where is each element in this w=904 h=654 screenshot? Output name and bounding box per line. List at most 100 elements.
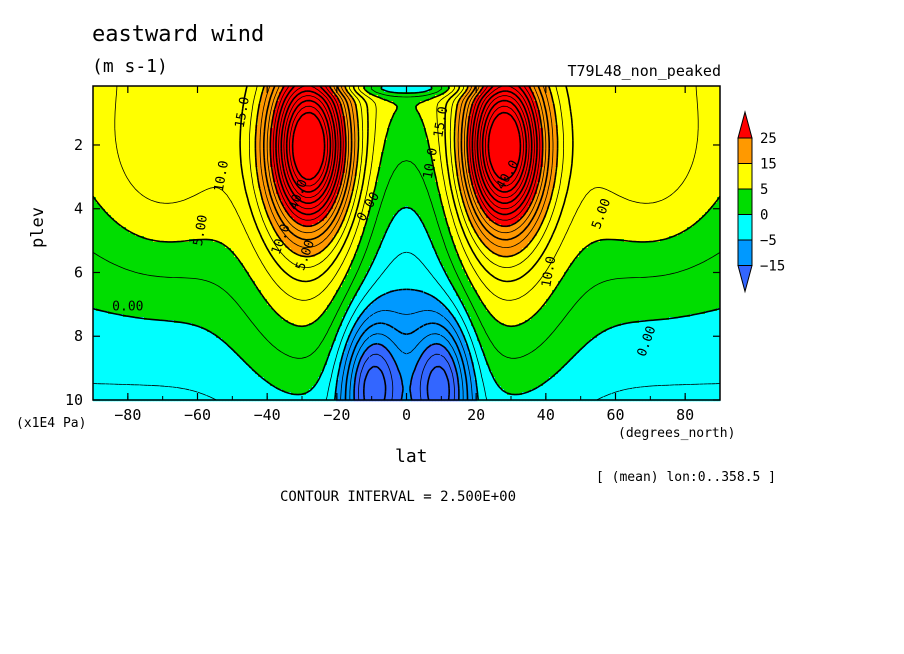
- field-cell: [177, 98, 181, 102]
- field-cell: [159, 305, 163, 309]
- field-cell: [147, 257, 151, 261]
- field-cell: [138, 164, 142, 168]
- field-cell: [147, 335, 151, 339]
- field-cell: [105, 341, 109, 345]
- field-cell: [132, 272, 136, 276]
- field-cell: [96, 374, 100, 378]
- field-cell: [168, 176, 172, 180]
- field-cell: [165, 179, 169, 183]
- field-cell: [159, 164, 163, 168]
- field-cell: [198, 266, 202, 270]
- field-cell: [201, 290, 205, 294]
- field-cell: [219, 251, 223, 255]
- field-cell: [138, 308, 142, 312]
- field-cell: [102, 305, 106, 309]
- field-cell: [186, 230, 190, 234]
- field-cell: [150, 203, 154, 207]
- field-cell: [117, 332, 121, 336]
- field-cell: [102, 383, 106, 387]
- field-cell: [222, 350, 226, 354]
- field-cell: [135, 332, 139, 336]
- field-cell: [159, 311, 163, 315]
- field-cell: [108, 227, 112, 231]
- field-cell: [213, 110, 217, 114]
- field-cell: [147, 332, 151, 336]
- field-cell: [198, 197, 202, 201]
- field-cell: [201, 245, 205, 249]
- field-cell: [195, 341, 199, 345]
- field-cell: [147, 314, 151, 318]
- field-cell: [126, 272, 130, 276]
- field-cell: [174, 149, 178, 153]
- field-cell: [171, 140, 175, 144]
- field-cell: [210, 296, 214, 300]
- field-cell: [222, 377, 226, 381]
- field-cell: [93, 377, 97, 381]
- field-cell: [102, 272, 106, 276]
- field-cell: [114, 227, 118, 231]
- field-cell: [183, 122, 187, 126]
- field-cell: [195, 152, 199, 156]
- field-cell: [159, 251, 163, 255]
- field-cell: [96, 365, 100, 369]
- field-cell: [165, 227, 169, 231]
- field-cell: [192, 101, 196, 105]
- field-cell: [99, 254, 103, 258]
- field-cell: [225, 143, 229, 147]
- field-cell: [168, 374, 172, 378]
- field-cell: [96, 107, 100, 111]
- field-cell: [195, 368, 199, 372]
- field-cell: [120, 374, 124, 378]
- field-cell: [102, 308, 106, 312]
- field-cell: [222, 263, 226, 267]
- field-cell: [192, 212, 196, 216]
- field-cell: [126, 332, 130, 336]
- field-cell: [105, 131, 109, 135]
- field-cell: [96, 392, 100, 396]
- field-cell: [198, 260, 202, 264]
- field-cell: [189, 98, 193, 102]
- field-cell: [180, 287, 184, 291]
- field-cell: [144, 221, 148, 225]
- field-cell: [225, 227, 229, 231]
- field-cell: [231, 224, 235, 228]
- field-cell: [162, 239, 166, 243]
- field-cell: [135, 374, 139, 378]
- field-cell: [222, 257, 226, 261]
- field-cell: [189, 140, 193, 144]
- field-cell: [102, 347, 106, 351]
- field-cell: [162, 251, 166, 255]
- field-cell: [225, 194, 229, 198]
- field-cell: [165, 167, 169, 171]
- field-cell: [213, 344, 217, 348]
- field-cell: [168, 101, 172, 105]
- field-cell: [123, 86, 127, 90]
- field-cell: [114, 344, 118, 348]
- field-cell: [150, 254, 154, 258]
- field-cell: [183, 389, 187, 393]
- field-cell: [132, 233, 136, 237]
- field-cell: [186, 119, 190, 123]
- field-cell: [165, 203, 169, 207]
- field-cell: [189, 128, 193, 132]
- field-cell: [165, 344, 169, 348]
- field-cell: [144, 371, 148, 375]
- field-cell: [99, 278, 103, 282]
- field-cell: [198, 116, 202, 120]
- field-cell: [213, 242, 217, 246]
- field-cell: [201, 101, 205, 105]
- field-cell: [186, 215, 190, 219]
- field-cell: [96, 86, 100, 90]
- field-cell: [162, 335, 166, 339]
- field-cell: [111, 362, 115, 366]
- field-cell: [156, 218, 160, 222]
- field-cell: [192, 341, 196, 345]
- field-cell: [228, 191, 232, 195]
- field-cell: [231, 125, 235, 129]
- field-cell: [171, 104, 175, 108]
- field-cell: [210, 98, 214, 102]
- field-cell: [117, 305, 121, 309]
- field-cell: [156, 149, 160, 153]
- field-cell: [219, 170, 223, 174]
- field-cell: [120, 104, 124, 108]
